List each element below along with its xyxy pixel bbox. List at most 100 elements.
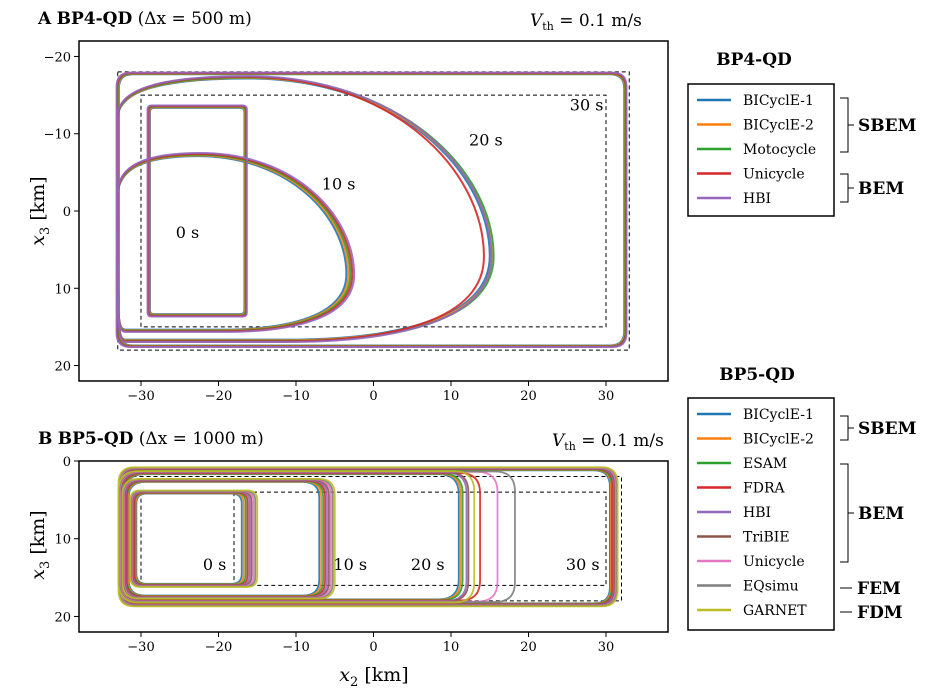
panel-b-xlabel: x2 [km] (339, 664, 408, 690)
panel-b-xtick-label: 20 (520, 640, 537, 655)
panel-a-front-10s (116, 155, 348, 331)
panel-b-series-fdra (121, 468, 614, 606)
panel-b-xtick-label: 0 (369, 640, 377, 655)
panel-a-front-30s (116, 72, 627, 348)
legend-b-label: BICyclE-2 (743, 432, 814, 448)
panel-a-series-bicycle-2 (116, 72, 626, 347)
legend-b-bracket (840, 415, 854, 441)
panel-a-front-0s (147, 105, 247, 317)
legend-b-title: BP5-QD (719, 365, 795, 385)
panel-b-front-10s (123, 479, 330, 599)
panel-a-front-10s (116, 152, 356, 333)
panel-b-title: B BP5-QD (Δx = 1000 m) (38, 429, 264, 449)
panel-a-front-20s (116, 75, 493, 343)
panel-a-time-label: 30 s (570, 96, 604, 115)
panel-a-time-label: 0 s (176, 223, 199, 242)
panel-a-front-0s (147, 105, 248, 317)
panel-b-front-20s (117, 470, 476, 604)
panel-a-xtick-label: 0 (369, 389, 377, 404)
panel-b-dashed-box (125, 476, 622, 602)
panel-a-series-motocycle (116, 72, 627, 348)
panel-a-xtick-label: −30 (127, 389, 154, 404)
panel-b-front-20s (118, 470, 516, 603)
legend-a-label: BICyclE-1 (743, 93, 814, 109)
panel-a-title: A BP4-QD (Δx = 500 m) (37, 9, 252, 29)
legend-b-label: BICyclE-1 (743, 407, 814, 423)
panel-a-ylabel: x3 [km] (27, 176, 53, 245)
legend-a-label: BICyclE-2 (743, 118, 814, 134)
panel-a-xtick-label: 30 (598, 389, 615, 404)
panel-b-front-0s (133, 491, 247, 586)
panel-b-front-10s (125, 479, 326, 598)
panel-b-xtick-label: −30 (127, 640, 154, 655)
legend-b-label: HBI (743, 505, 771, 521)
legend-a-group: BEM (858, 179, 904, 199)
panel-a-xtick-label: −10 (282, 389, 309, 404)
panel-a-time-label: 10 s (322, 174, 356, 193)
panel-a-dashed-box (140, 94, 607, 328)
legend-a-label: Unicycle (743, 167, 805, 183)
legend-b-group: BEM (858, 504, 904, 524)
legend-b: BICyclE-1 BICyclE-2 ESAM FDRA HBI TriBIE Unicy… (687, 397, 917, 631)
panel-a-front-30s (115, 71, 628, 348)
panel-b-front-10s (121, 477, 336, 600)
panel-a-ytick-label: −10 (44, 128, 71, 143)
panel-a-front-20s (116, 76, 495, 342)
legend-a-title: BP4-QD (716, 50, 792, 70)
panel-a-front-20s (116, 75, 485, 343)
panel-a-fronts (115, 71, 628, 348)
panel-b-ylabel: x3 [km] (27, 510, 53, 579)
legend-b-label: Unicycle (743, 554, 805, 570)
panel-a-axes-frame (78, 40, 669, 382)
legend-a-label: HBI (743, 191, 771, 207)
panel-a-series-hbi (115, 71, 628, 348)
panel-b-front-0s (132, 491, 251, 587)
panel-a-ytick-label: 20 (54, 360, 71, 375)
panel-b-front-10s (126, 480, 323, 597)
legend-b-label: EQsimu (743, 579, 799, 595)
panel-b-ytick-label: 10 (54, 533, 71, 548)
legend-a-label: Motocycle (743, 142, 816, 158)
panel-a-front-0s (146, 104, 248, 318)
panel-b-front-10s (126, 480, 325, 598)
panel-a-ytick-label: −20 (44, 50, 71, 65)
panel-b-front-0s (130, 490, 255, 588)
legend-b-group: FDM (857, 603, 903, 623)
legend-b-group: FEM (857, 579, 901, 599)
panel-a-front-30s (117, 73, 626, 347)
legend-b-box (687, 397, 835, 631)
legend-a-bracket (840, 173, 854, 203)
panel-a-ytick-label: 0 (63, 205, 71, 220)
panel-a-front-30s (116, 72, 627, 348)
panel-b-time-label: 10 s (333, 555, 367, 574)
panel-a-plot: −30 −20 −10 0 10 20 30 −20 −10 0 10 20 0 s 10 s 20 s 30… (44, 40, 669, 404)
panel-a-front-0s (148, 106, 247, 316)
panel-b-dashed-box (140, 491, 607, 586)
panel-a-front-10s (116, 152, 354, 333)
panel-a-front-10s (116, 154, 350, 332)
panel-a-series-bicycle-1 (116, 73, 626, 347)
panel-b-front-10s (122, 478, 334, 600)
legend-a: BICyclE-1 BICyclE-2 Motocycle Unicycle HBI SB… (687, 83, 917, 217)
panel-b-time-label: 20 s (411, 555, 445, 574)
panel-b-time-label: 0 s (203, 555, 226, 574)
panel-b-front-0s (130, 490, 257, 588)
panel-a-dashed-box (117, 71, 630, 351)
legend-b-label: GARNET (743, 603, 807, 619)
panel-a-series-unicycle (116, 72, 627, 348)
legend-a-bracket (840, 97, 854, 153)
panel-a-front-20s (116, 76, 493, 342)
panel-b-front-30s (117, 466, 619, 608)
legend-b-label: TriBIE (743, 530, 790, 546)
panel-b-front-10s (127, 481, 321, 597)
panel-b-xtick-label: −10 (282, 640, 309, 655)
panel-a-front-30s (117, 72, 626, 347)
panel-b-vth: Vth = 0.1 m/s (552, 431, 664, 453)
legend-b-label: FDRA (743, 481, 785, 497)
panel-a-xtick-label: 20 (520, 389, 537, 404)
panel-b-front-10s (123, 478, 332, 599)
panel-b-fronts (117, 466, 619, 608)
panel-a-time-label: 20 s (469, 130, 503, 149)
panel-b-xtick-label: 10 (443, 640, 460, 655)
